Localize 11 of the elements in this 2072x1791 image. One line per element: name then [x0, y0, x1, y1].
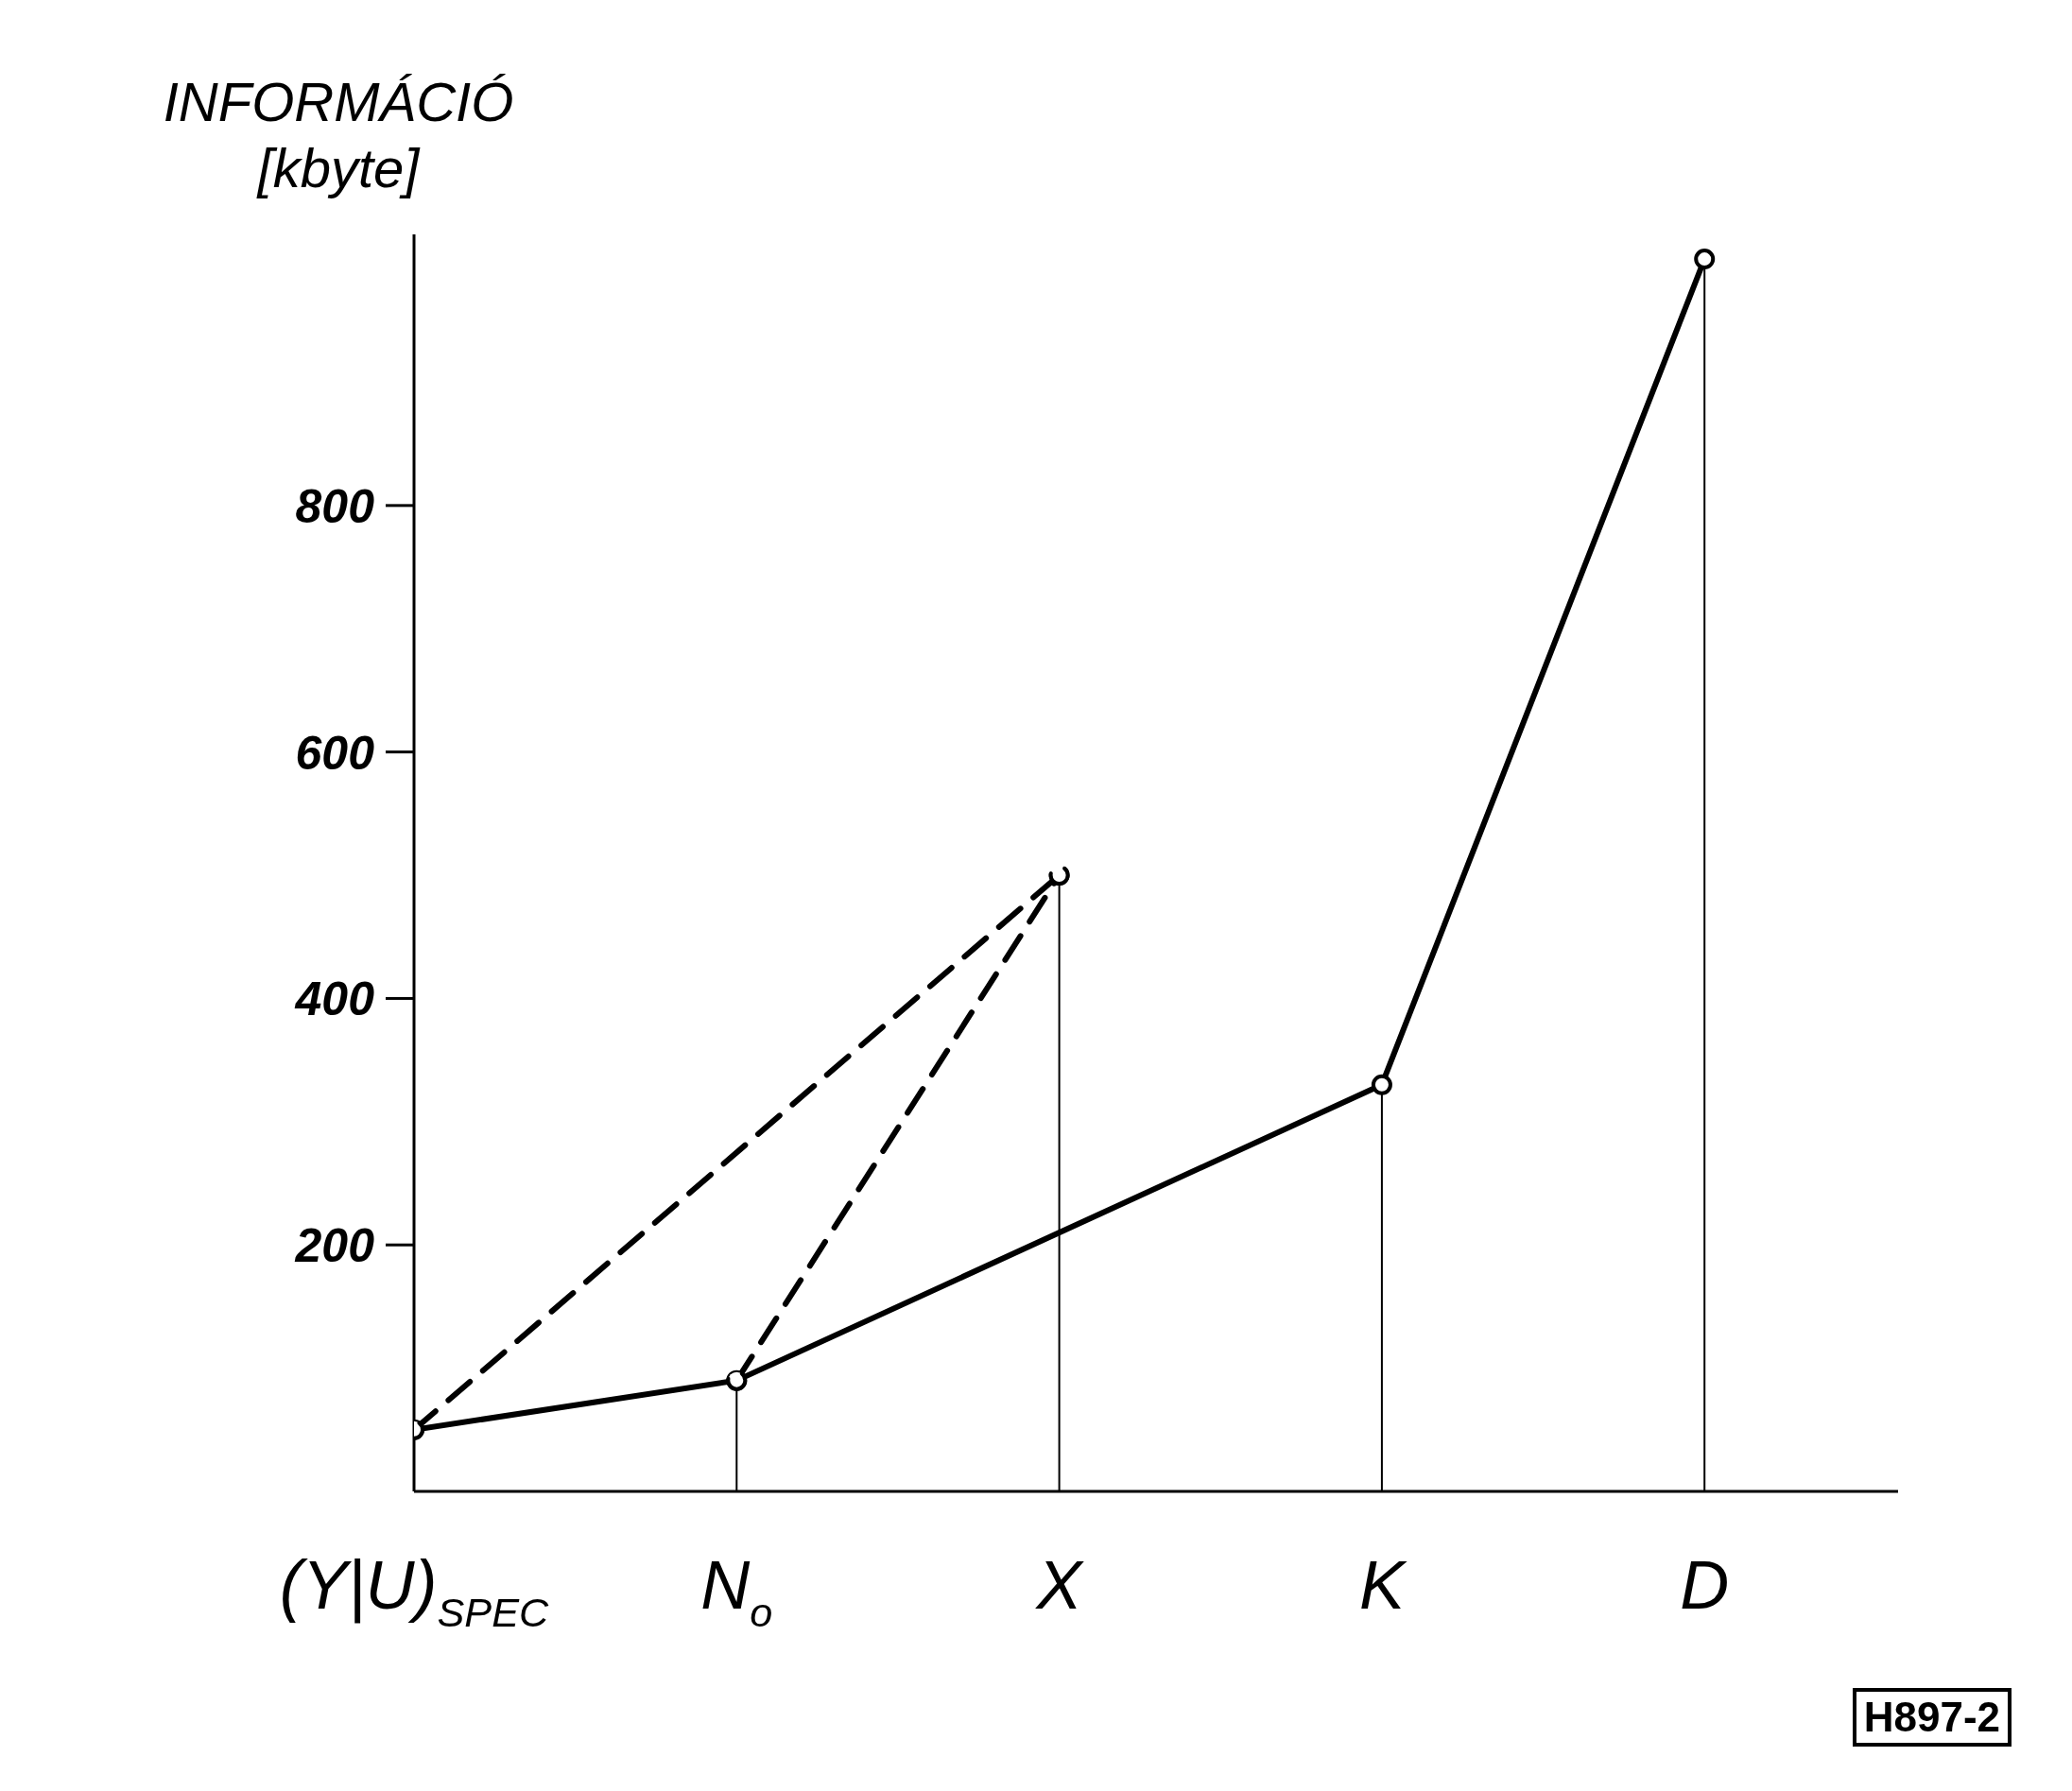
x-tick-label: (Y|U)$_{SPEC}$: [279, 1547, 549, 1636]
y-tick-label: 600: [295, 726, 375, 780]
y-tick-label: 400: [294, 973, 375, 1026]
x-tick-label: K: [1358, 1547, 1407, 1623]
y-axis-title: INFORMÁCIÓ [kbyte]: [163, 71, 514, 198]
x-tick-label: D: [1680, 1547, 1730, 1623]
x-tick-label: N$_{o}$: [700, 1547, 773, 1636]
x-tick-label: X: [1034, 1547, 1085, 1623]
y-tick-label: 800: [295, 479, 375, 533]
text: H897-2: [1852, 1688, 2012, 1747]
y-tick-label: 200: [294, 1219, 375, 1273]
